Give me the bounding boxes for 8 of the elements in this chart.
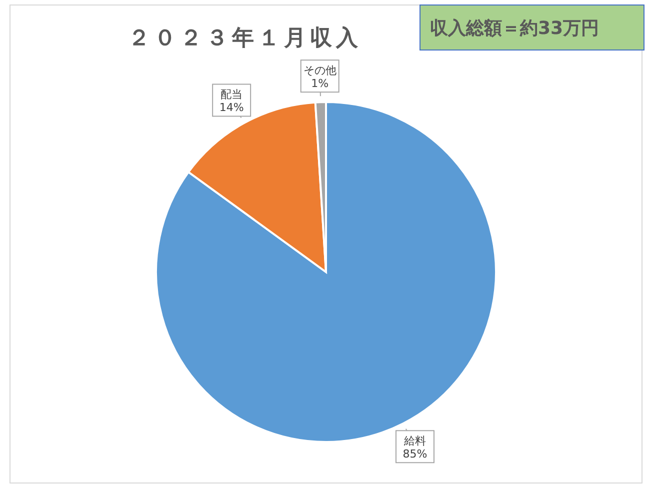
data-label: 14%	[219, 101, 244, 114]
data-label: 85%	[402, 448, 428, 461]
slice-label: 配当	[220, 88, 243, 102]
chart-title: ２０２３年１月収入	[128, 26, 362, 51]
slice-label: その他	[303, 64, 336, 78]
text: 収入総額＝約33万円	[430, 18, 600, 39]
slice-label: 給料	[402, 434, 426, 448]
data-label: 1%	[311, 77, 329, 90]
